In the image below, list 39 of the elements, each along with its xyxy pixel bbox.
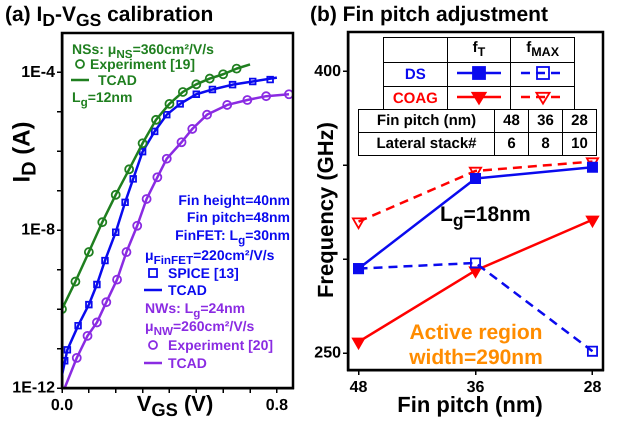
annotation: 6	[494, 132, 528, 156]
x-tick-label: 0.0	[50, 397, 74, 414]
legend-label: TCAD	[168, 354, 207, 372]
legend-label: SPICE [13]	[168, 264, 239, 282]
annotation: Lateral stack#	[358, 132, 494, 156]
annotation: 48	[494, 110, 528, 132]
annotation: L$_{g}$=18nm	[440, 202, 531, 232]
y-tick-label: 250	[314, 344, 342, 362]
annotation: COAG	[384, 86, 448, 110]
annotation: NWs: L$_{g}$=24nm	[145, 300, 246, 320]
annotation: 36	[528, 110, 562, 132]
annotation: L$_{g}$=12nm	[72, 88, 132, 111]
legend-label: TCAD	[98, 72, 137, 89]
y-axis-title: Frequency (GHz)	[313, 122, 339, 298]
annotation: Fin pitch (nm)	[358, 110, 494, 132]
x-tick-label: 0.8	[266, 397, 288, 414]
annotation: 10	[562, 132, 596, 156]
x-axis-title: V$_{GS}$ (V)	[136, 390, 214, 421]
annotation: Active region width=290nm	[408, 320, 544, 370]
annotation: Fin height=40nm	[178, 191, 290, 209]
annotation: 28	[562, 110, 596, 132]
annotation: DS	[384, 62, 448, 86]
y-tick-label: 1E-12	[12, 379, 56, 396]
y-tick-label: 1E-4	[21, 64, 56, 81]
annotation: f$_{MAX}$	[510, 38, 574, 62]
annotation: μ$_{NW}$=260cm²/V/s	[145, 318, 254, 338]
x-tick-label: 28	[584, 379, 602, 396]
annotation: Fin pitch=48nm	[186, 208, 290, 226]
annotation: FinFET: L$_{g}$=30nm	[175, 227, 290, 247]
chart-title: (a) I$_{D}$-V$_{GS}$ calibration	[5, 2, 214, 32]
legend-label: TCAD	[168, 281, 207, 299]
annotation: 8	[528, 132, 562, 156]
legend-label: Experiment [20]	[168, 336, 274, 354]
y-tick-label: 400	[314, 62, 342, 80]
annotation: f$_{T}$	[447, 38, 511, 62]
x-tick-label: 48	[350, 379, 368, 396]
chart-title: (b) Fin pitch adjustment	[310, 2, 548, 28]
annotation: μ$_{FinFET}$=220cm²/V/s	[145, 247, 274, 267]
y-tick-label: 1E-8	[21, 222, 56, 239]
